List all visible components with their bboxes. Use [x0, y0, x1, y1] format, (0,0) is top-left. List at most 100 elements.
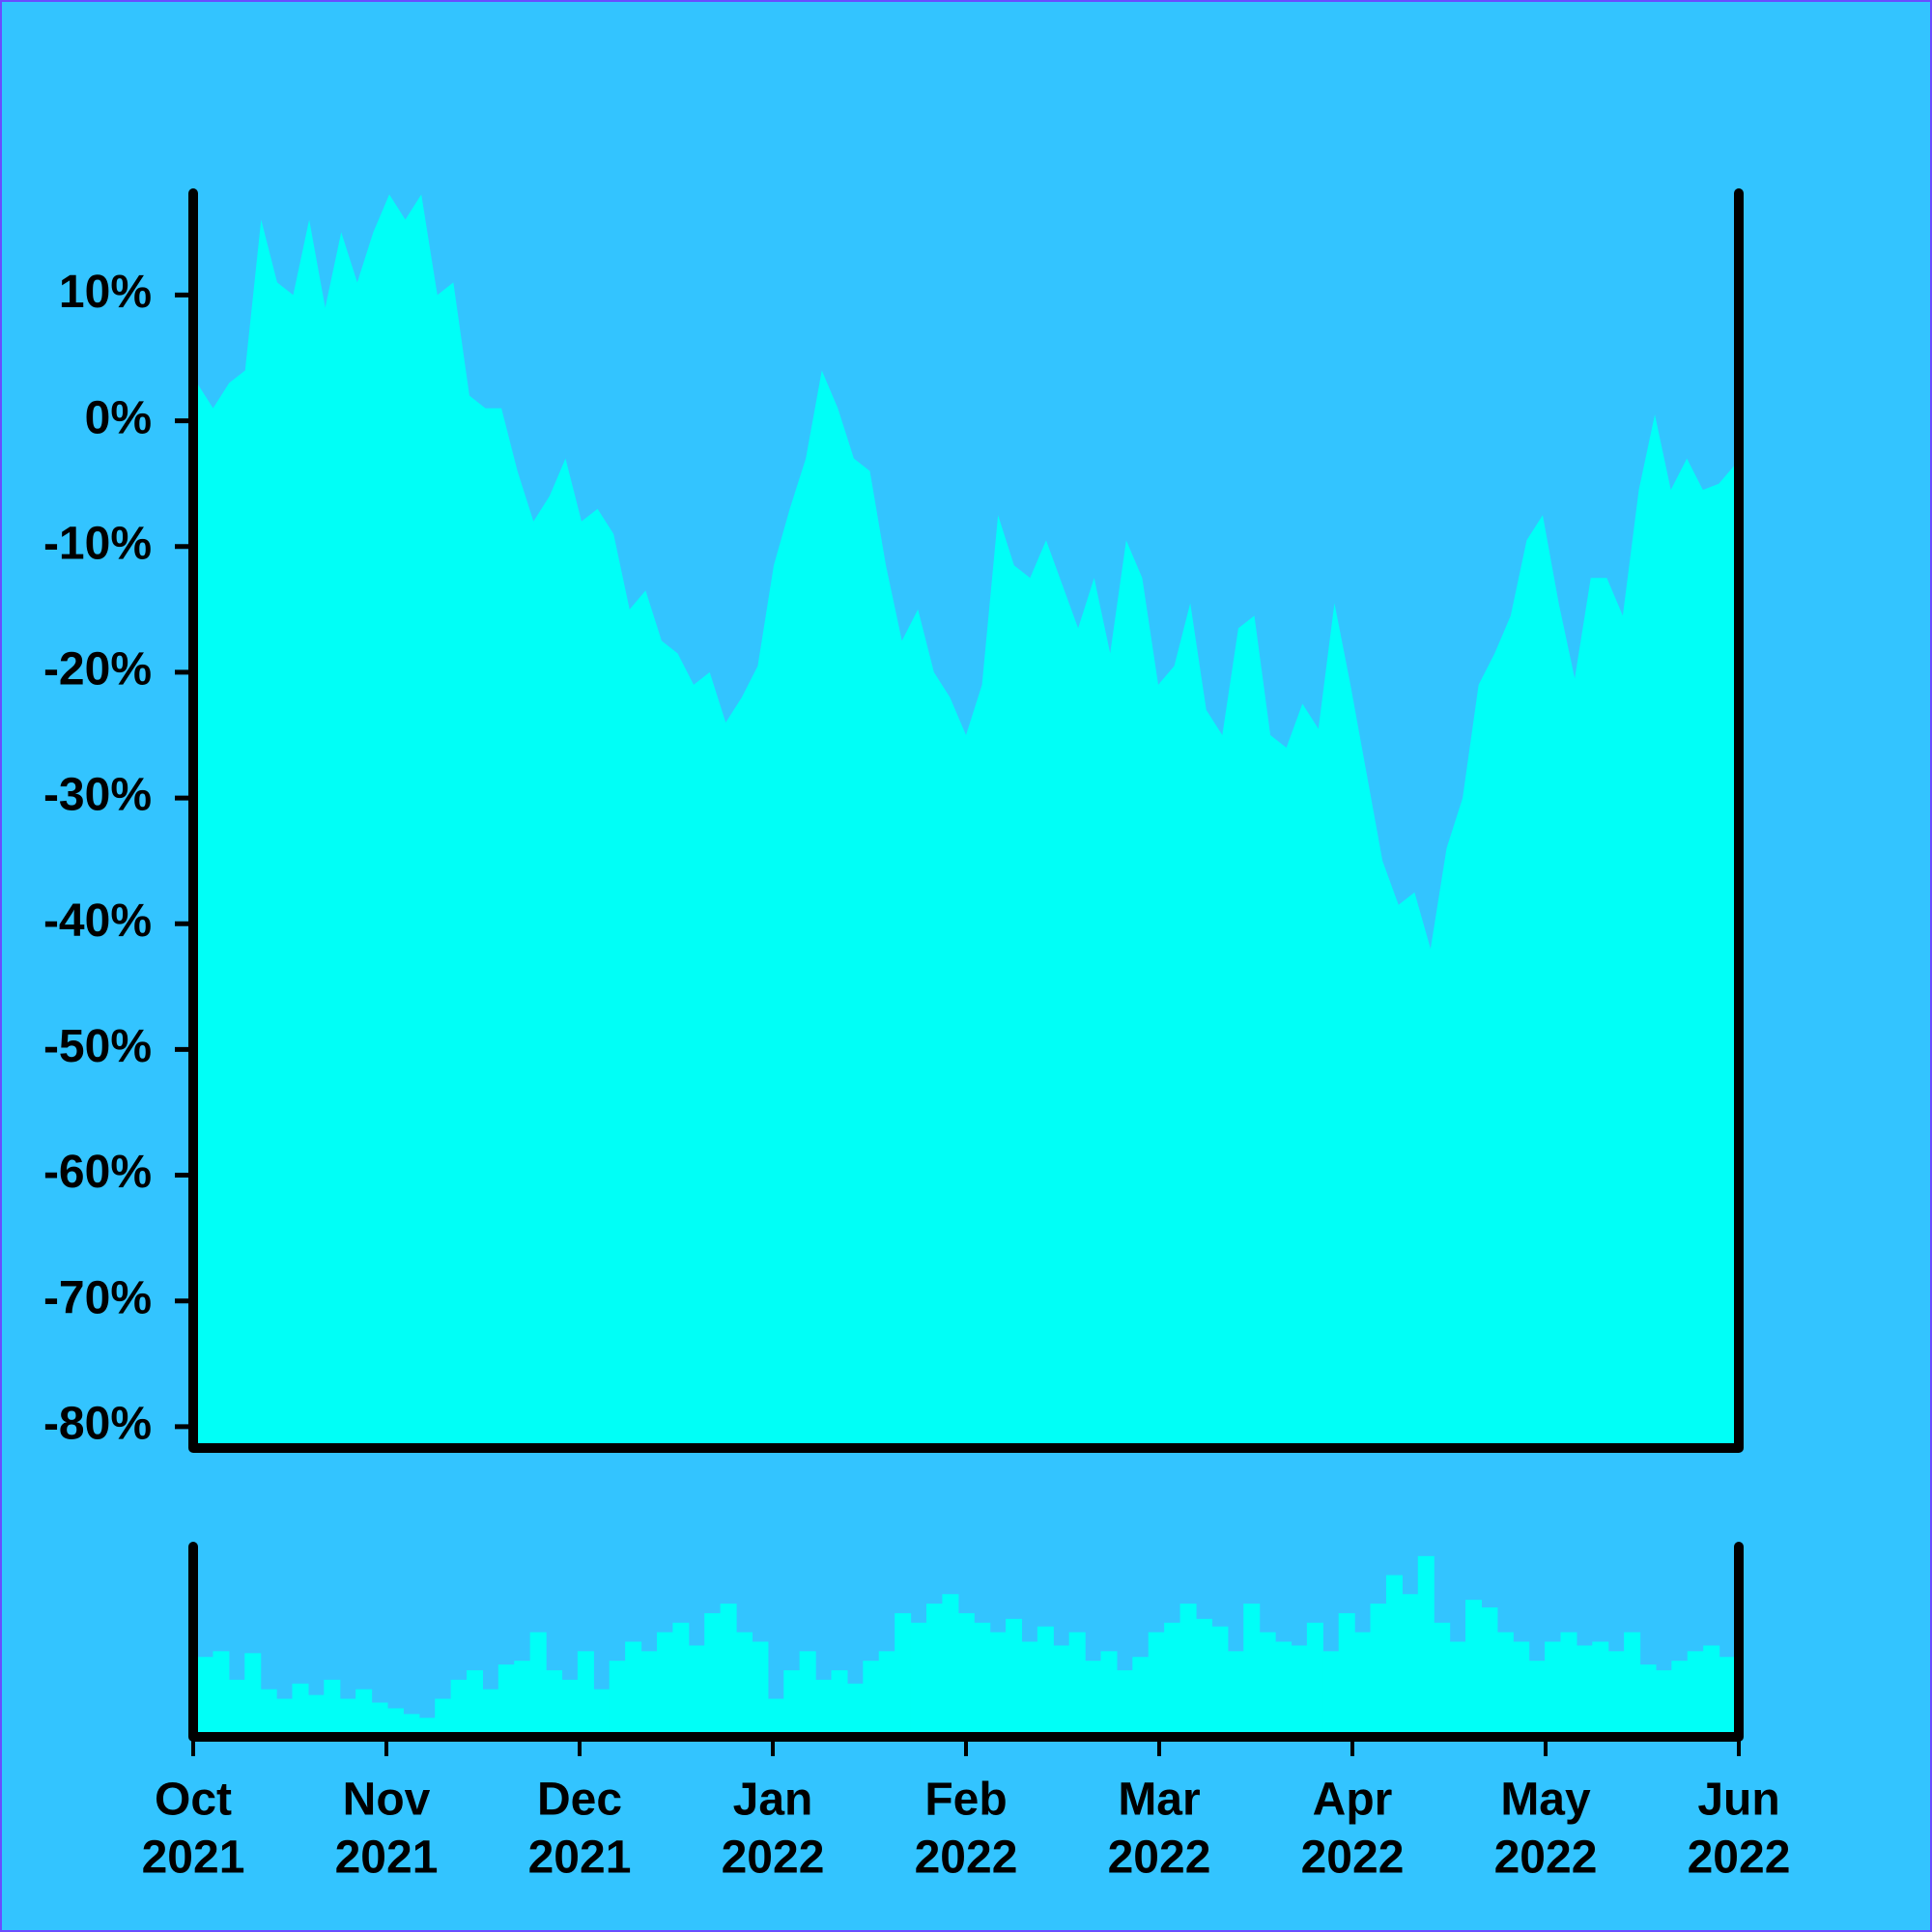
volume-bar	[974, 1622, 991, 1737]
volume-bar	[688, 1645, 705, 1737]
volume-bar	[878, 1651, 895, 1737]
x-tick-label: Feb	[924, 1775, 1007, 1826]
x-tick-label: Jan	[733, 1775, 813, 1826]
x-tick-label: 2021	[528, 1833, 632, 1884]
volume-bar	[1496, 1632, 1514, 1737]
volume-bar	[228, 1679, 245, 1737]
volume-bar	[1053, 1645, 1070, 1737]
y-tick-label: -40%	[43, 895, 152, 947]
volume-bar	[942, 1594, 959, 1737]
volume-bar	[1148, 1632, 1165, 1737]
volume-bar	[925, 1604, 943, 1737]
volume-bar	[1164, 1622, 1181, 1737]
volume-bar	[1259, 1632, 1276, 1737]
volume-bar	[783, 1670, 801, 1737]
volume-bar	[1687, 1651, 1704, 1737]
volume-bar	[244, 1653, 262, 1737]
x-tick-label: 2022	[915, 1833, 1018, 1884]
volume-bar	[799, 1651, 816, 1737]
volume-bar	[482, 1689, 499, 1737]
volume-bar	[1243, 1604, 1261, 1737]
volume-bar	[1068, 1632, 1086, 1737]
x-tick-label: 2021	[142, 1833, 245, 1884]
volume-bar	[1607, 1651, 1625, 1737]
volume-bar	[1481, 1607, 1498, 1737]
volume-bar	[467, 1670, 484, 1737]
volume-bar	[197, 1657, 214, 1737]
volume-bar	[1434, 1622, 1451, 1737]
y-tick-label: 10%	[59, 267, 152, 318]
y-tick-label: -10%	[43, 518, 152, 569]
volume-bar	[1624, 1632, 1641, 1737]
x-tick-label: Mar	[1118, 1775, 1200, 1826]
volume-bar	[831, 1670, 848, 1737]
volume-bar	[307, 1694, 325, 1737]
volume-bar	[1464, 1600, 1483, 1737]
volume-bar	[371, 1702, 388, 1737]
volume-bar	[609, 1661, 626, 1737]
volume-bar	[957, 1612, 975, 1737]
volume-bar	[276, 1698, 294, 1737]
volume-bar	[1545, 1641, 1562, 1737]
volume-bar	[1116, 1670, 1133, 1737]
volume-bar	[815, 1679, 833, 1737]
volume-bar	[1227, 1651, 1244, 1737]
volume-bar	[1037, 1626, 1054, 1737]
volume-bar	[292, 1683, 309, 1737]
volume-bar	[1179, 1604, 1197, 1737]
volume-bar	[1306, 1622, 1323, 1737]
volume-bar	[846, 1683, 864, 1737]
volume-bar	[450, 1679, 468, 1737]
volume-bar	[213, 1651, 230, 1737]
volume-bar	[1528, 1661, 1546, 1737]
y-tick-label: -80%	[43, 1399, 152, 1450]
volume-bar	[1703, 1645, 1720, 1737]
volume-bar	[1195, 1618, 1212, 1737]
x-tick-label: Apr	[1313, 1775, 1393, 1826]
volume-bar	[640, 1651, 658, 1737]
volume-bar	[1655, 1670, 1672, 1737]
volume-bar	[720, 1604, 737, 1737]
y-tick-label: -70%	[43, 1272, 152, 1323]
volume-bar	[625, 1641, 642, 1737]
y-tick-label: -50%	[43, 1021, 152, 1072]
volume-bar	[1417, 1555, 1435, 1737]
x-tick-label: Oct	[155, 1775, 232, 1826]
volume-bar	[577, 1651, 594, 1737]
volume-bar	[767, 1698, 784, 1737]
volume-bar	[1402, 1594, 1419, 1737]
volume-bar	[863, 1661, 880, 1737]
x-tick-label: 2021	[335, 1833, 439, 1884]
volume-bar	[1006, 1618, 1023, 1737]
volume-bar	[324, 1679, 341, 1737]
y-tick-label: -30%	[43, 770, 152, 821]
volume-bar	[514, 1661, 531, 1737]
volume-bar	[1576, 1645, 1593, 1737]
volume-bar	[1719, 1657, 1736, 1737]
volume-bar	[1100, 1651, 1118, 1737]
volume-bar	[260, 1689, 277, 1737]
y-tick-label: 0%	[85, 392, 152, 443]
x-tick-label: May	[1500, 1775, 1591, 1826]
volume-bar	[1211, 1626, 1229, 1737]
volume-bar	[1449, 1641, 1466, 1737]
x-tick-label: 2022	[1688, 1833, 1791, 1884]
volume-bar	[403, 1714, 420, 1737]
y-tick-label: -20%	[43, 644, 152, 696]
volume-bar	[593, 1689, 611, 1737]
volume-bar	[1322, 1651, 1340, 1737]
area	[197, 194, 1735, 1448]
volume-bar	[910, 1622, 927, 1737]
volume-bar	[1338, 1612, 1355, 1737]
volume-bar	[1592, 1641, 1609, 1737]
x-tick-label: 2022	[722, 1833, 825, 1884]
x-tick-label: 2022	[1108, 1833, 1211, 1884]
volume-bar	[561, 1679, 579, 1737]
volume-bar	[386, 1708, 404, 1737]
x-tick-label: Nov	[343, 1775, 431, 1826]
volume-bar	[355, 1689, 373, 1737]
volume-bar	[1291, 1645, 1308, 1737]
x-tick-label: Dec	[537, 1775, 622, 1826]
